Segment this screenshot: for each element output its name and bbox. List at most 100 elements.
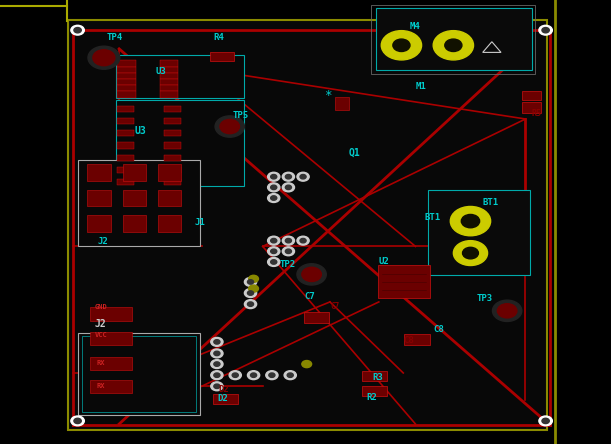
Bar: [117, 130, 134, 136]
Text: D2: D2: [217, 394, 228, 403]
Circle shape: [542, 28, 549, 33]
Text: BT1: BT1: [425, 213, 441, 222]
Circle shape: [220, 119, 240, 134]
Text: TP2: TP2: [280, 260, 296, 269]
Bar: [213, 394, 238, 404]
Circle shape: [268, 194, 280, 202]
Bar: [117, 118, 134, 124]
Circle shape: [461, 214, 480, 228]
Text: C8: C8: [434, 325, 445, 334]
Text: D2: D2: [219, 385, 230, 394]
Text: J1: J1: [194, 218, 205, 226]
Bar: [87, 215, 111, 232]
Bar: [164, 142, 181, 148]
Circle shape: [271, 238, 277, 243]
Circle shape: [450, 206, 491, 236]
Circle shape: [71, 416, 84, 426]
Circle shape: [282, 183, 295, 192]
Circle shape: [271, 249, 277, 254]
Bar: [428, 190, 530, 275]
Circle shape: [247, 280, 254, 284]
Bar: [78, 333, 200, 415]
Text: BT1: BT1: [483, 198, 499, 206]
Bar: [522, 102, 541, 113]
Text: R5: R5: [532, 109, 541, 118]
Circle shape: [445, 39, 462, 52]
Circle shape: [93, 50, 115, 66]
Circle shape: [214, 384, 220, 388]
Bar: [90, 380, 132, 393]
Text: U3: U3: [134, 126, 146, 136]
Text: GND: GND: [95, 304, 108, 310]
Bar: [90, 307, 132, 321]
Circle shape: [211, 360, 223, 369]
Circle shape: [244, 289, 257, 297]
Bar: [87, 190, 111, 206]
Circle shape: [211, 382, 223, 391]
Circle shape: [285, 185, 291, 190]
Bar: [335, 97, 349, 110]
Circle shape: [232, 373, 238, 377]
Circle shape: [74, 418, 81, 424]
Text: C8: C8: [403, 337, 414, 345]
Bar: [123, 215, 146, 232]
Bar: [90, 332, 132, 345]
Circle shape: [214, 362, 220, 366]
Bar: [90, 357, 132, 370]
Bar: [362, 386, 387, 396]
Bar: [82, 336, 196, 412]
Bar: [158, 164, 181, 181]
Bar: [164, 118, 181, 124]
Circle shape: [244, 300, 257, 309]
Bar: [404, 334, 430, 345]
Bar: [164, 155, 181, 161]
Bar: [362, 371, 387, 381]
Bar: [68, 20, 547, 430]
Circle shape: [268, 236, 280, 245]
Bar: [160, 85, 178, 91]
Circle shape: [282, 247, 295, 256]
Circle shape: [302, 267, 321, 281]
Circle shape: [271, 196, 277, 200]
Circle shape: [297, 236, 309, 245]
Bar: [117, 73, 136, 79]
Circle shape: [269, 373, 275, 377]
Circle shape: [247, 302, 254, 306]
Text: RX: RX: [97, 360, 105, 366]
Text: M4: M4: [409, 22, 420, 31]
Bar: [210, 52, 234, 61]
Circle shape: [539, 416, 552, 426]
Bar: [158, 215, 181, 232]
Circle shape: [211, 337, 223, 346]
Circle shape: [249, 285, 258, 292]
Circle shape: [285, 249, 291, 254]
Text: VCC: VCC: [95, 332, 108, 338]
Text: C7: C7: [330, 302, 339, 311]
Bar: [371, 5, 535, 74]
Text: M1: M1: [415, 82, 426, 91]
Circle shape: [71, 25, 84, 35]
Circle shape: [300, 174, 306, 179]
Circle shape: [300, 238, 306, 243]
Circle shape: [271, 185, 277, 190]
Bar: [160, 73, 178, 79]
Bar: [164, 167, 181, 173]
Text: J2: J2: [98, 238, 109, 246]
Text: R4: R4: [214, 33, 225, 42]
Circle shape: [249, 275, 258, 282]
Circle shape: [251, 373, 257, 377]
Text: C7: C7: [304, 292, 315, 301]
Bar: [304, 312, 329, 323]
Circle shape: [214, 351, 220, 356]
Circle shape: [539, 25, 552, 35]
Circle shape: [268, 258, 280, 266]
Circle shape: [297, 172, 309, 181]
Text: U3: U3: [156, 67, 167, 75]
Circle shape: [542, 418, 549, 424]
Text: TP5: TP5: [232, 111, 248, 120]
Text: Q1: Q1: [348, 148, 360, 158]
Circle shape: [287, 373, 293, 377]
Circle shape: [381, 31, 422, 60]
Bar: [160, 91, 178, 98]
Circle shape: [266, 371, 278, 380]
